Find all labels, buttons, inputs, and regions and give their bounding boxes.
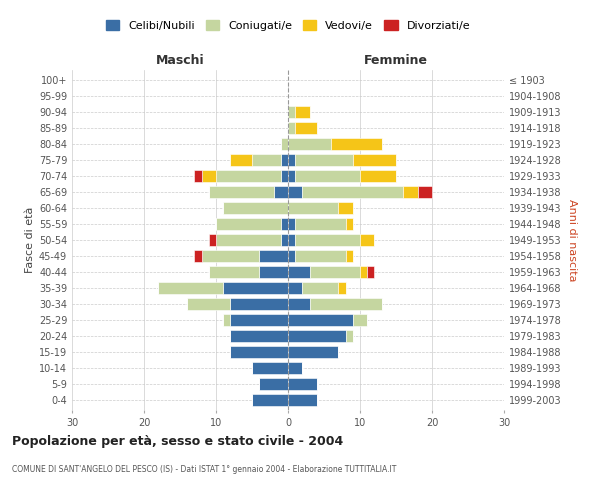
Bar bbox=[259, 266, 288, 278]
Y-axis label: Fasce di età: Fasce di età bbox=[25, 207, 35, 273]
Bar bbox=[202, 170, 216, 182]
Bar bbox=[194, 250, 202, 262]
Bar bbox=[360, 266, 367, 278]
Bar bbox=[346, 218, 353, 230]
Bar bbox=[295, 218, 346, 230]
Bar bbox=[230, 154, 252, 166]
Bar bbox=[281, 170, 288, 182]
Bar bbox=[360, 234, 374, 246]
Bar bbox=[288, 266, 310, 278]
Bar bbox=[288, 202, 338, 214]
Bar bbox=[288, 330, 346, 342]
Bar bbox=[288, 138, 331, 150]
Bar bbox=[252, 394, 288, 406]
Bar bbox=[209, 234, 216, 246]
Bar bbox=[158, 282, 223, 294]
Bar bbox=[418, 186, 432, 198]
Bar bbox=[187, 298, 230, 310]
Bar bbox=[288, 394, 317, 406]
Bar bbox=[288, 362, 302, 374]
Text: Maschi: Maschi bbox=[155, 54, 205, 67]
Bar bbox=[367, 266, 374, 278]
Bar bbox=[281, 218, 288, 230]
Bar bbox=[202, 250, 259, 262]
Bar bbox=[209, 186, 274, 198]
Bar bbox=[310, 266, 360, 278]
Bar bbox=[295, 170, 360, 182]
Bar bbox=[259, 250, 288, 262]
Bar bbox=[216, 218, 281, 230]
Bar bbox=[194, 170, 202, 182]
Bar bbox=[209, 266, 259, 278]
Bar bbox=[230, 314, 288, 326]
Bar bbox=[346, 330, 353, 342]
Bar bbox=[223, 282, 288, 294]
Bar bbox=[288, 154, 295, 166]
Legend: Celibi/Nubili, Coniugati/e, Vedovi/e, Divorziati/e: Celibi/Nubili, Coniugati/e, Vedovi/e, Di… bbox=[101, 16, 475, 36]
Bar bbox=[252, 154, 281, 166]
Bar bbox=[216, 234, 281, 246]
Text: Popolazione per età, sesso e stato civile - 2004: Popolazione per età, sesso e stato civil… bbox=[12, 435, 343, 448]
Bar bbox=[331, 138, 382, 150]
Bar bbox=[274, 186, 288, 198]
Bar bbox=[230, 330, 288, 342]
Bar bbox=[223, 314, 230, 326]
Bar bbox=[259, 378, 288, 390]
Bar bbox=[302, 186, 403, 198]
Bar bbox=[288, 346, 338, 358]
Bar bbox=[310, 298, 382, 310]
Bar bbox=[288, 250, 295, 262]
Bar bbox=[295, 154, 353, 166]
Bar bbox=[281, 234, 288, 246]
Bar bbox=[223, 202, 288, 214]
Bar bbox=[353, 314, 367, 326]
Bar bbox=[295, 250, 346, 262]
Bar bbox=[346, 250, 353, 262]
Bar bbox=[288, 234, 295, 246]
Bar bbox=[230, 346, 288, 358]
Bar bbox=[295, 234, 360, 246]
Bar bbox=[338, 202, 353, 214]
Bar bbox=[403, 186, 418, 198]
Bar bbox=[288, 298, 310, 310]
Bar bbox=[360, 170, 396, 182]
Bar bbox=[338, 282, 346, 294]
Bar bbox=[288, 314, 353, 326]
Bar bbox=[295, 122, 317, 134]
Bar bbox=[288, 170, 295, 182]
Bar bbox=[353, 154, 396, 166]
Text: COMUNE DI SANT'ANGELO DEL PESCO (IS) - Dati ISTAT 1° gennaio 2004 - Elaborazione: COMUNE DI SANT'ANGELO DEL PESCO (IS) - D… bbox=[12, 465, 397, 474]
Bar bbox=[288, 282, 302, 294]
Bar bbox=[281, 138, 288, 150]
Bar bbox=[230, 298, 288, 310]
Bar bbox=[252, 362, 288, 374]
Y-axis label: Anni di nascita: Anni di nascita bbox=[567, 198, 577, 281]
Bar bbox=[288, 378, 317, 390]
Text: Femmine: Femmine bbox=[364, 54, 428, 67]
Bar bbox=[281, 154, 288, 166]
Bar bbox=[295, 106, 310, 118]
Bar bbox=[302, 282, 338, 294]
Bar bbox=[216, 170, 281, 182]
Bar bbox=[288, 106, 295, 118]
Bar bbox=[288, 122, 295, 134]
Bar bbox=[288, 186, 302, 198]
Bar bbox=[288, 218, 295, 230]
